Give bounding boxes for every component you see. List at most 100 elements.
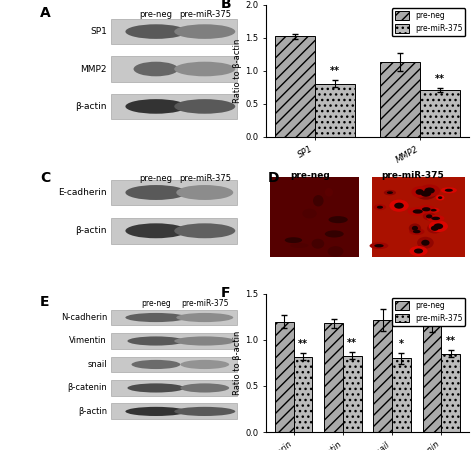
- Ellipse shape: [290, 243, 309, 248]
- Y-axis label: Ratio to β-actin: Ratio to β-actin: [233, 331, 242, 395]
- Ellipse shape: [377, 206, 383, 209]
- Ellipse shape: [414, 248, 423, 253]
- Bar: [392, 358, 411, 432]
- Ellipse shape: [436, 195, 445, 200]
- Text: pre-neg: pre-neg: [139, 10, 173, 19]
- Text: pre-neg: pre-neg: [139, 174, 173, 183]
- Bar: [441, 354, 460, 432]
- Ellipse shape: [325, 230, 344, 238]
- Ellipse shape: [431, 216, 440, 220]
- Text: B: B: [221, 0, 232, 10]
- Text: A: A: [40, 6, 51, 20]
- Text: **: **: [435, 74, 445, 85]
- Ellipse shape: [325, 188, 333, 197]
- Ellipse shape: [134, 62, 178, 76]
- Bar: [275, 36, 315, 137]
- Ellipse shape: [126, 223, 186, 238]
- Ellipse shape: [311, 238, 324, 249]
- Text: Vimentin: Vimentin: [69, 337, 107, 346]
- Ellipse shape: [408, 207, 428, 216]
- Bar: [315, 84, 355, 137]
- Text: β-actin: β-actin: [75, 102, 107, 111]
- Bar: [111, 180, 237, 206]
- Text: pre-neg: pre-neg: [141, 299, 171, 308]
- Text: pre-miR-375: pre-miR-375: [181, 299, 228, 308]
- Text: **: **: [446, 336, 456, 346]
- Bar: [111, 310, 237, 325]
- Text: E: E: [40, 295, 49, 309]
- Text: pre-miR-375: pre-miR-375: [381, 171, 444, 180]
- Bar: [343, 356, 362, 432]
- Ellipse shape: [394, 202, 404, 209]
- Text: **: **: [298, 339, 308, 349]
- Ellipse shape: [416, 189, 424, 195]
- Ellipse shape: [428, 220, 448, 232]
- Ellipse shape: [421, 240, 429, 246]
- Ellipse shape: [128, 383, 184, 392]
- Ellipse shape: [441, 187, 457, 194]
- Text: MMP2: MMP2: [81, 64, 107, 73]
- Y-axis label: Ratio to β-actin: Ratio to β-actin: [233, 38, 242, 103]
- Ellipse shape: [423, 212, 436, 220]
- Ellipse shape: [413, 209, 423, 214]
- Ellipse shape: [438, 196, 442, 199]
- Bar: [111, 333, 237, 349]
- Text: C: C: [40, 171, 50, 185]
- Ellipse shape: [421, 191, 431, 197]
- Bar: [294, 356, 312, 432]
- Ellipse shape: [126, 24, 186, 39]
- Ellipse shape: [418, 205, 435, 213]
- Ellipse shape: [431, 226, 438, 231]
- Bar: [423, 326, 441, 432]
- Text: E-cadherin: E-cadherin: [58, 188, 107, 197]
- Bar: [111, 356, 237, 373]
- Bar: [374, 320, 392, 432]
- Ellipse shape: [176, 185, 233, 200]
- Bar: [420, 90, 460, 137]
- Ellipse shape: [318, 201, 329, 213]
- Ellipse shape: [174, 337, 235, 346]
- Bar: [270, 177, 359, 256]
- Ellipse shape: [434, 223, 443, 229]
- Ellipse shape: [409, 228, 425, 235]
- Ellipse shape: [384, 190, 396, 195]
- Ellipse shape: [313, 195, 324, 207]
- Ellipse shape: [174, 223, 235, 238]
- Text: F: F: [221, 286, 230, 300]
- Bar: [324, 324, 343, 432]
- Bar: [111, 94, 237, 119]
- Text: N-cadherin: N-cadherin: [61, 313, 107, 322]
- Ellipse shape: [176, 313, 233, 322]
- Ellipse shape: [411, 186, 428, 198]
- Ellipse shape: [389, 200, 409, 212]
- Text: SP1: SP1: [90, 27, 107, 36]
- Ellipse shape: [419, 184, 440, 197]
- Text: D: D: [268, 171, 279, 185]
- Bar: [111, 380, 237, 396]
- Ellipse shape: [370, 243, 388, 249]
- Ellipse shape: [426, 214, 432, 218]
- Ellipse shape: [174, 407, 235, 416]
- Bar: [111, 404, 237, 419]
- Text: **: **: [347, 338, 357, 348]
- Ellipse shape: [328, 246, 344, 256]
- Ellipse shape: [428, 207, 440, 213]
- Ellipse shape: [302, 209, 317, 218]
- Bar: [111, 19, 237, 44]
- Ellipse shape: [126, 407, 186, 416]
- Bar: [275, 321, 294, 432]
- Ellipse shape: [413, 230, 420, 233]
- Ellipse shape: [424, 188, 435, 194]
- Ellipse shape: [131, 360, 180, 369]
- Ellipse shape: [174, 99, 235, 114]
- Ellipse shape: [445, 189, 453, 192]
- Ellipse shape: [427, 223, 442, 234]
- Text: **: **: [330, 67, 340, 76]
- Ellipse shape: [126, 313, 186, 322]
- Ellipse shape: [128, 337, 184, 346]
- Ellipse shape: [180, 383, 229, 392]
- Text: β-catenin: β-catenin: [67, 383, 107, 392]
- Bar: [372, 177, 465, 256]
- Ellipse shape: [180, 360, 229, 369]
- Ellipse shape: [126, 99, 186, 114]
